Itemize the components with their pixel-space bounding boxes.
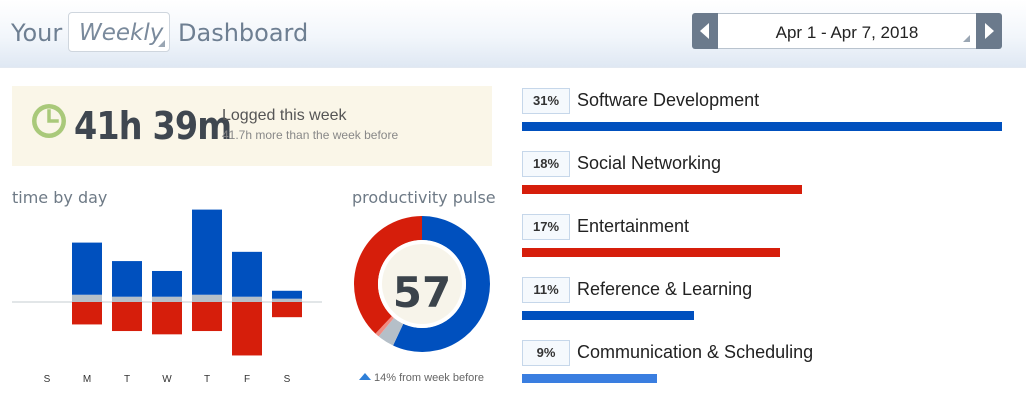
distracting-bar	[192, 302, 222, 332]
distracting-bar	[272, 302, 302, 318]
day-label: S	[44, 374, 51, 385]
productive-bar	[232, 251, 262, 297]
date-range-value: Apr 1 - Apr 7, 2018	[775, 23, 919, 42]
category-item[interactable]: 9% Communication & Scheduling	[522, 340, 1002, 390]
pulse-title: productivity pulse	[352, 188, 496, 207]
period-select[interactable]: Weekly	[68, 12, 170, 52]
category-percent-badge: 17%	[522, 214, 570, 240]
day-label: S	[284, 374, 291, 385]
pulse-change-text: 14% from week before	[374, 372, 485, 384]
day-label: T	[124, 374, 130, 385]
neutral-bar	[192, 294, 222, 302]
category-name: Communication & Scheduling	[577, 342, 814, 362]
previous-week-button[interactable]	[692, 13, 718, 49]
category-bar	[522, 122, 1002, 131]
chevron-right-icon	[985, 23, 994, 39]
category-bar	[522, 311, 694, 320]
chevron-left-icon	[700, 23, 709, 39]
pulse-center	[382, 244, 462, 324]
category-percent-badge: 11%	[522, 277, 570, 303]
time-by-day-title: time by day	[12, 188, 108, 207]
distracting-bar	[152, 302, 182, 335]
neutral-bar	[272, 298, 302, 302]
clock-icon	[32, 104, 66, 138]
day-label: W	[162, 374, 172, 385]
header-prefix: Your	[11, 19, 63, 47]
pulse-slice	[354, 216, 422, 334]
category-name: Software Development	[577, 90, 760, 110]
category-name: Reference & Learning	[577, 279, 753, 299]
next-week-button[interactable]	[976, 13, 1002, 49]
distracting-bar	[72, 302, 102, 325]
header-suffix: Dashboard	[178, 19, 309, 47]
productive-bar	[152, 270, 182, 297]
period-select-value: Weekly	[79, 20, 164, 46]
date-range-field[interactable]: Apr 1 - Apr 7, 2018	[718, 13, 976, 49]
category-name: Entertainment	[577, 216, 690, 236]
category-percent-badge: 9%	[522, 340, 570, 366]
category-item[interactable]: 17% Entertainment	[522, 214, 1002, 264]
day-label: F	[244, 374, 250, 385]
logged-time-card: 41h 39m Logged this week 41.7h more than…	[12, 86, 492, 166]
category-item[interactable]: 18% Social Networking	[522, 151, 1002, 201]
pulse-score: 57	[393, 268, 451, 317]
day-label: T	[204, 374, 210, 385]
distracting-bar	[112, 302, 142, 332]
category-item[interactable]: 11% Reference & Learning	[522, 277, 1002, 327]
day-label: M	[83, 374, 91, 385]
dashboard-header: Your Weekly Dashboard Apr 1 - Apr 7, 201…	[0, 0, 1026, 68]
category-bar	[522, 248, 780, 257]
logged-total: 41h 39m	[74, 104, 232, 148]
productivity-pulse-chart: 57	[354, 216, 490, 352]
neutral-bar	[72, 294, 102, 302]
date-range-picker: Apr 1 - Apr 7, 2018	[692, 13, 1002, 49]
pulse-slice	[378, 317, 404, 346]
arrow-up-icon	[359, 373, 371, 380]
pulse-slice	[393, 216, 490, 352]
logged-title: Logged this week	[222, 107, 347, 124]
category-bar	[522, 185, 802, 194]
pulse-change-note: 14% from week before	[359, 372, 484, 384]
productive-bar	[112, 261, 142, 297]
productive-bar	[272, 290, 302, 299]
pulse-slice	[375, 316, 394, 337]
productive-bar	[72, 242, 102, 295]
category-bar	[522, 374, 657, 383]
productive-bar	[192, 209, 222, 295]
dropdown-corner-icon	[963, 35, 970, 42]
neutral-bar	[112, 296, 142, 302]
logged-subtitle: 41.7h more than the week before	[222, 128, 399, 142]
category-item[interactable]: 31% Software Development	[522, 88, 1002, 138]
category-name: Social Networking	[577, 153, 722, 173]
neutral-bar	[232, 296, 262, 302]
neutral-bar	[152, 296, 182, 302]
distracting-bar	[232, 302, 262, 356]
dropdown-corner-icon	[158, 40, 165, 47]
category-percent-badge: 18%	[522, 151, 570, 177]
category-percent-badge: 31%	[522, 88, 570, 114]
